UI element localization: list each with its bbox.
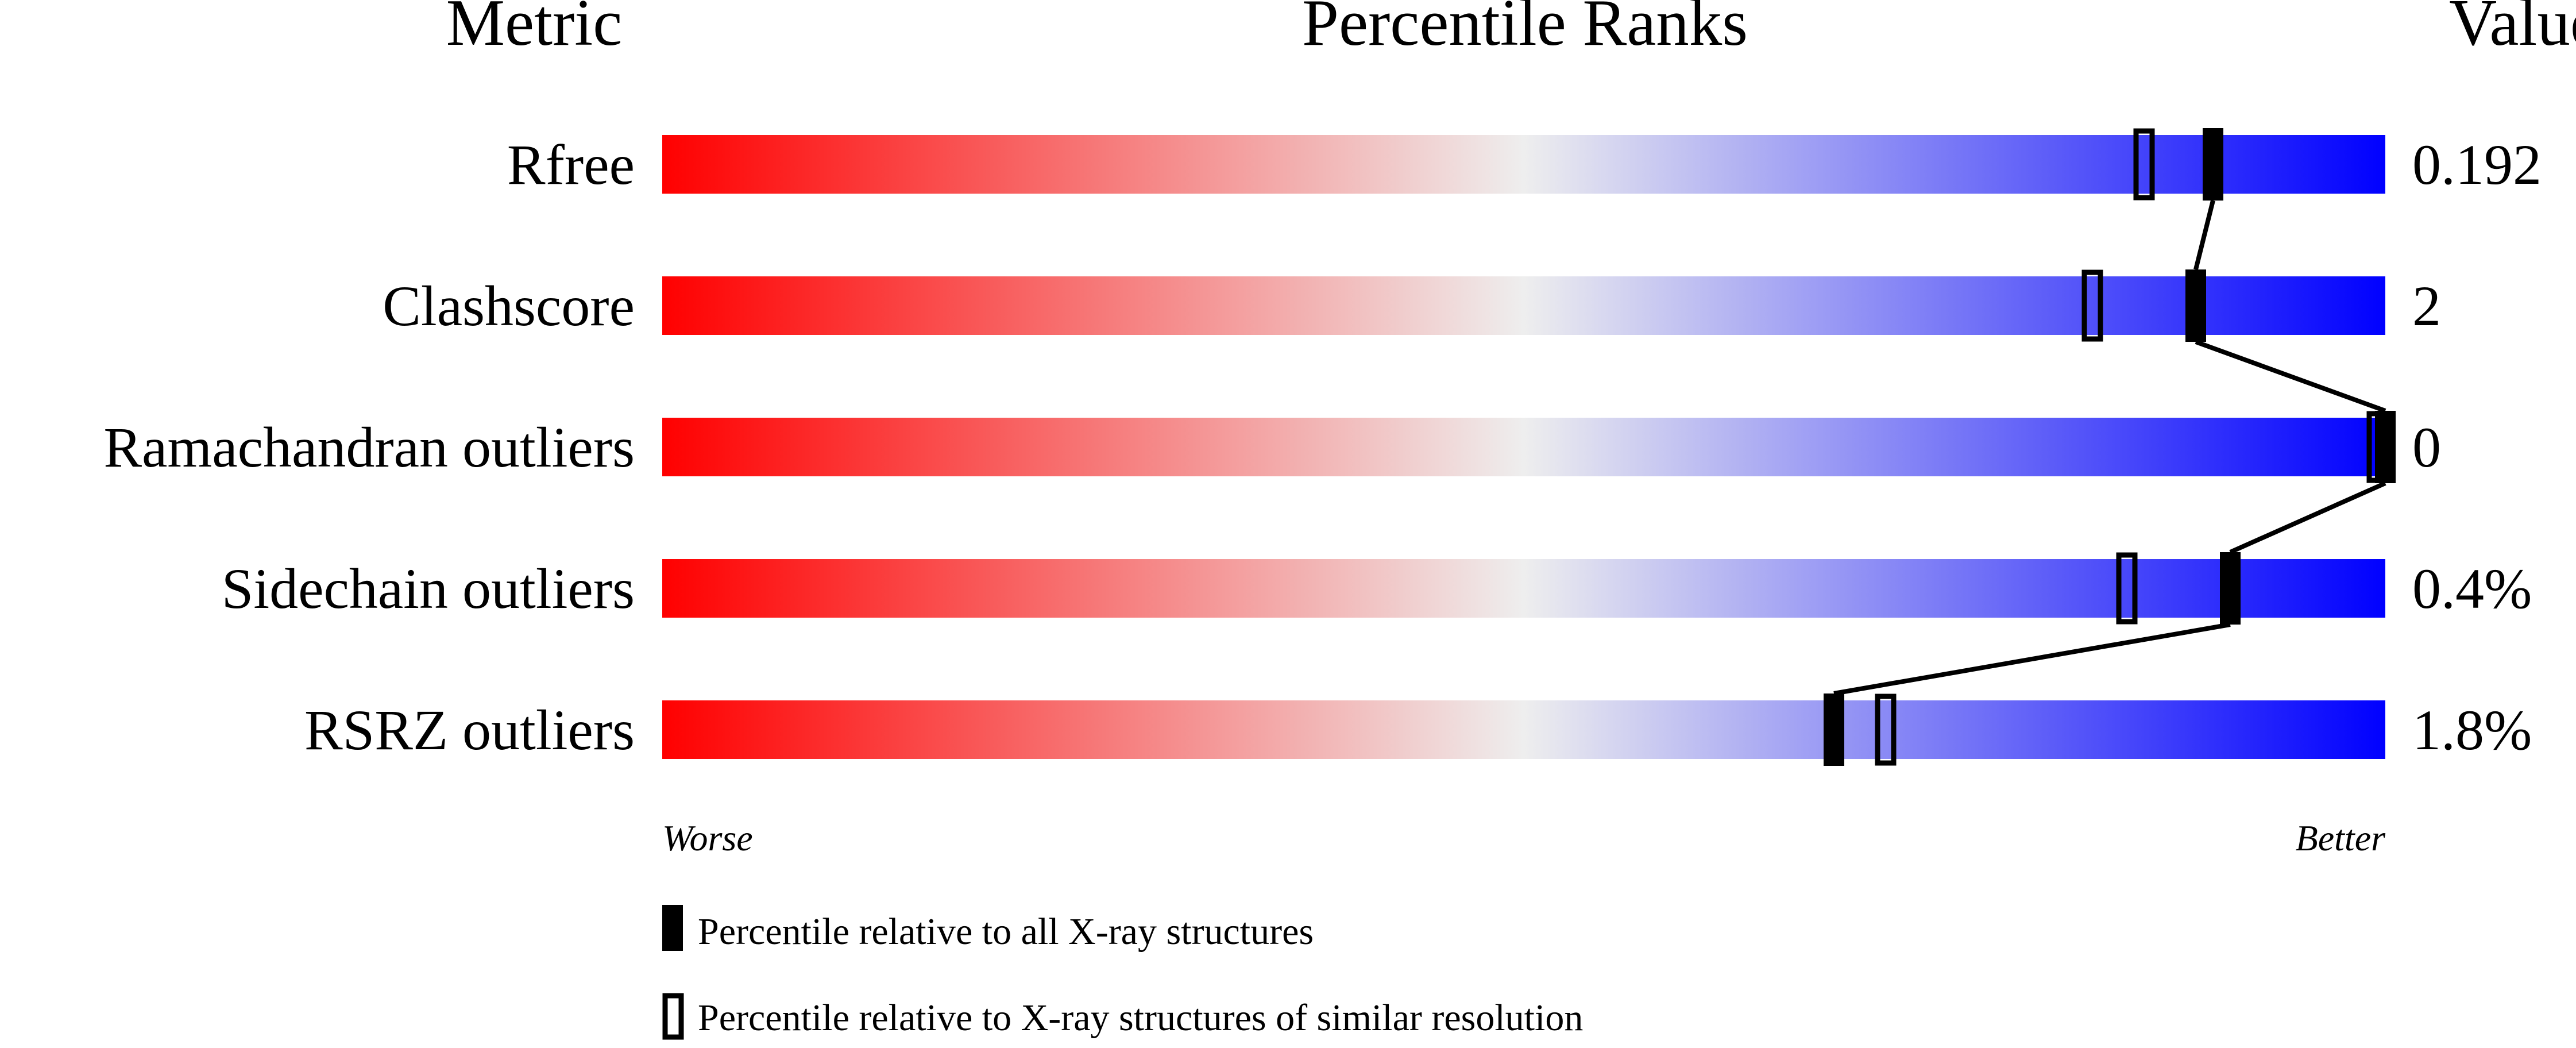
- worse-label: Worse: [662, 818, 753, 858]
- connector-line: [1833, 622, 2231, 696]
- legend-open-label: Percentile relative to X-ray structures …: [698, 997, 1583, 1039]
- percentile-bar: [662, 700, 2385, 759]
- marker-all-structures: [2203, 128, 2223, 201]
- header-percentile-ranks: Percentile Ranks: [1302, 0, 1748, 59]
- marker-all-structures: [1824, 693, 1844, 766]
- header-metric: Metric: [446, 0, 623, 59]
- metric-label: Ramachandran outliers: [103, 415, 635, 479]
- metric-value: 0.4%: [2412, 557, 2532, 621]
- marker-similar-resolution: [1875, 693, 1897, 766]
- connector-line: [2195, 340, 2386, 413]
- header-value: Value: [2449, 0, 2576, 59]
- metric-label: Rfree: [507, 133, 635, 196]
- marker-similar-resolution: [2116, 552, 2138, 625]
- marker-all-structures: [2375, 411, 2396, 483]
- legend-filled-label: Percentile relative to all X-ray structu…: [698, 911, 1314, 953]
- better-label: Better: [2296, 818, 2386, 858]
- marker-similar-resolution: [2133, 128, 2155, 201]
- marker-all-structures: [2185, 269, 2206, 342]
- metric-value: 1.8%: [2412, 698, 2532, 762]
- marker-similar-resolution: [2081, 269, 2103, 342]
- connector-line: [2229, 481, 2386, 554]
- metric-value: 0.192: [2412, 133, 2542, 196]
- metric-value: 2: [2412, 274, 2441, 338]
- percentile-bar: [662, 418, 2385, 476]
- metric-label: Clashscore: [383, 274, 635, 338]
- percentile-bar: [662, 135, 2385, 194]
- metric-label: RSRZ outliers: [304, 698, 635, 762]
- percentile-bar: [662, 276, 2385, 335]
- marker-all-structures: [2220, 552, 2241, 625]
- percentile-bar: [662, 559, 2385, 618]
- legend-open-swatch: [662, 993, 684, 1040]
- metric-label: Sidechain outliers: [222, 557, 635, 621]
- legend-filled-swatch: [662, 905, 683, 951]
- metric-value: 0: [2412, 415, 2441, 479]
- connector-line: [2193, 200, 2215, 270]
